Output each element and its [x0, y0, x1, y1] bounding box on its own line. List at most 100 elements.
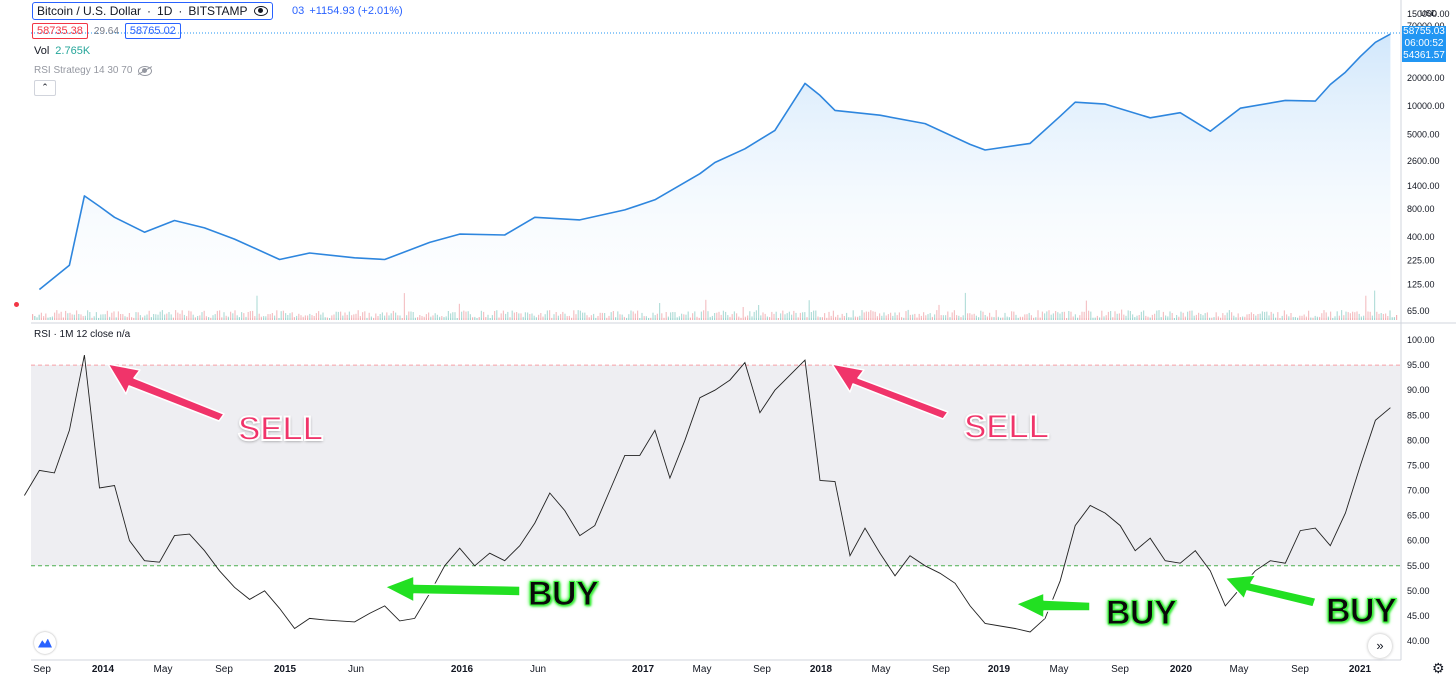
volume-bar — [1360, 316, 1362, 320]
time-tick-label: 2014 — [92, 664, 115, 675]
volume-bar — [1391, 317, 1393, 320]
volume-bar — [806, 317, 808, 320]
volume-bar — [509, 317, 511, 320]
volume-bar — [417, 317, 419, 320]
countdown-tag: 06:00:52 — [1402, 38, 1446, 50]
volume-bar — [551, 317, 553, 320]
volume-bar — [931, 316, 933, 320]
volume-bar — [366, 317, 368, 320]
volume-bar — [238, 317, 240, 320]
price-tick-label: 2600.00 — [1407, 156, 1440, 166]
volume-bar — [839, 317, 841, 320]
volume-bar — [645, 316, 647, 320]
time-tick-label: 2018 — [810, 664, 833, 675]
scroll-to-realtime-button[interactable]: » — [1368, 634, 1392, 658]
volume-bar — [769, 317, 771, 320]
buy-annotation: BUY — [1105, 594, 1177, 633]
volume-bar — [293, 317, 295, 320]
volume-bar — [49, 317, 51, 320]
volume-bar — [571, 317, 573, 320]
settings-gear-icon[interactable]: ⚙ — [1432, 660, 1445, 676]
volume-bar — [626, 317, 628, 320]
last-price-tag: 58755.03 — [1402, 26, 1446, 38]
volume-bar — [1332, 317, 1334, 320]
rsi-tick-label: 100.00 — [1407, 335, 1435, 345]
rsi-tick-label: 95.00 — [1407, 360, 1430, 370]
volume-bar — [133, 317, 135, 320]
volume-bar — [476, 318, 478, 320]
volume-bar — [93, 316, 95, 320]
volume-bar — [401, 318, 403, 320]
volume-bar — [1294, 317, 1296, 320]
volume-bar — [324, 317, 326, 320]
volume-legend: Vol 2.765K — [34, 45, 90, 57]
volume-bar — [606, 317, 608, 320]
volume-bar — [997, 316, 999, 320]
volume-bar — [98, 317, 100, 320]
volume-bar — [819, 317, 821, 320]
annotation-arrows — [107, 363, 1317, 619]
volume-bar — [1019, 316, 1021, 320]
volume-bar — [265, 316, 267, 320]
change-value: +1154.93 (+2.01%) — [309, 5, 403, 17]
rsi-tick-label: 85.00 — [1407, 410, 1430, 420]
volume-bar — [1235, 317, 1237, 320]
volume-bar — [903, 317, 905, 320]
eye-hidden-icon[interactable] — [138, 65, 153, 76]
ask-price[interactable]: 58765.02 — [124, 23, 181, 39]
volume-bar — [1178, 316, 1180, 320]
symbol-legend[interactable]: Bitcoin / U.S. Dollar · 1D · BITSTAMP — [32, 2, 273, 20]
buy-annotation: BUY — [527, 575, 599, 614]
volume-bar — [414, 317, 416, 320]
volume-bar — [1039, 317, 1041, 320]
eye-icon[interactable] — [253, 6, 268, 16]
buy-arrow — [1224, 574, 1317, 608]
currency-label: USD — [1420, 9, 1437, 18]
axes: 150000.0070000.0045000.0020000.0010000.0… — [31, 0, 1456, 675]
tradingview-logo-icon[interactable] — [34, 632, 56, 654]
volume-bar — [639, 318, 641, 320]
volume-bar — [208, 317, 210, 320]
volume-bar — [1112, 317, 1114, 320]
volume-bar — [1242, 316, 1244, 320]
volume-bar — [439, 316, 441, 320]
volume-bar — [648, 317, 650, 320]
change-partial: 03 — [292, 5, 305, 17]
volume-bar — [1213, 317, 1215, 320]
volume-bar — [423, 316, 425, 320]
exchange-label: BITSTAMP — [188, 4, 248, 18]
volume-bar — [1072, 316, 1074, 320]
volume-bar — [751, 316, 753, 320]
volume-bar — [1310, 317, 1312, 320]
volume-bar — [916, 317, 918, 320]
symbol-separator: · — [147, 4, 152, 18]
volume-bar — [91, 317, 93, 320]
collapse-legend-button[interactable]: ⌃ — [34, 80, 56, 96]
volume-bar — [1160, 317, 1162, 320]
volume-bar — [359, 316, 361, 320]
volume-bar — [1275, 317, 1277, 320]
volume-bar — [986, 316, 988, 320]
volume-bar — [443, 317, 445, 320]
alert-dot-icon[interactable] — [14, 302, 19, 307]
bid-price[interactable]: 58735.38 — [32, 23, 88, 39]
interval-label: 1D — [157, 4, 173, 18]
time-tick-label: Sep — [1111, 664, 1129, 675]
volume-bar — [857, 316, 859, 320]
volume-bar — [131, 317, 133, 320]
volume-bar — [38, 314, 40, 320]
time-tick-label: Jun — [348, 664, 364, 675]
price-tick-label: 125.00 — [1407, 279, 1435, 289]
rsi-tick-label: 50.00 — [1407, 586, 1430, 596]
volume-bar — [535, 317, 537, 320]
volume-bar — [263, 316, 265, 320]
strategy-legend[interactable]: RSI Strategy 14 30 70 — [34, 65, 153, 76]
double-chevron-right-icon: » — [1376, 638, 1384, 653]
rsi-tick-label: 75.00 — [1407, 460, 1430, 470]
volume-bar — [142, 317, 144, 320]
time-tick-label: Sep — [932, 664, 950, 675]
price-pane — [31, 32, 1400, 320]
volume-bar — [821, 317, 823, 320]
volume-bar — [1279, 318, 1281, 320]
